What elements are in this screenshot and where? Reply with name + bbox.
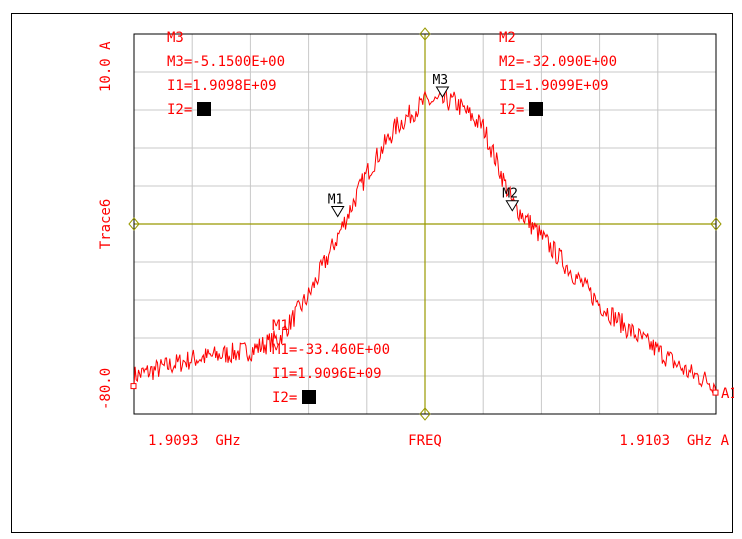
plot-border xyxy=(133,33,717,415)
marker-label-m2: M2 xyxy=(502,187,518,202)
trace-start-marker xyxy=(130,383,137,390)
readout-m2-i2-box xyxy=(529,102,543,116)
bottom-center-tick xyxy=(419,407,431,421)
x-axis-right-label: 1.9103 GHz A xyxy=(619,433,729,449)
readout-m2-line-0: M2 xyxy=(499,30,516,46)
marker-layer: M1 M1 M1=-33.460E+00 I1=1.9096E+09 I2= M2 M2 M2… xyxy=(167,30,617,406)
readout-m2-line-2: I1=1.9099E+09 xyxy=(499,78,609,94)
left-center-tick xyxy=(128,217,140,231)
top-center-tick xyxy=(419,27,431,41)
trace-line xyxy=(133,90,717,395)
readout-m1-line-2: I1=1.9096E+09 xyxy=(272,366,382,382)
marker-label-m1: M1 xyxy=(328,192,344,207)
readout-m3-line-1: M3=-5.1500E+00 xyxy=(167,54,285,70)
label-layer: Trace6 10.0 A -80.0 1.9093 GHz FREQ 1.91… xyxy=(98,41,734,449)
y-axis-label: Trace6 xyxy=(98,199,114,250)
readout-m2-line-1: M2=-32.090E+00 xyxy=(499,54,617,70)
readout-m1-line-3: I2= xyxy=(272,390,297,406)
readout-m2-line-3: I2= xyxy=(499,102,524,118)
trace-layer xyxy=(130,90,719,396)
readout-m3-line-0: M3 xyxy=(167,30,184,46)
marker-triangle-m3 xyxy=(435,86,450,98)
marker-label-m3: M3 xyxy=(432,73,448,88)
readout-m3-i2-box xyxy=(197,102,211,116)
x-axis-left-label: 1.9093 GHz xyxy=(148,433,241,449)
y-axis-bottom-label: -80.0 xyxy=(98,368,114,410)
chart-frame: M1 M1 M1=-33.460E+00 I1=1.9096E+09 I2= M2 M2 M2… xyxy=(11,13,734,533)
x-axis-center-label: FREQ xyxy=(408,433,442,449)
marker-triangle-m1 xyxy=(330,205,345,218)
readout-m1-line-1: M1=-33.460E+00 xyxy=(272,342,390,358)
analyzer-plot: M1 M1 M1=-33.460E+00 I1=1.9096E+09 I2= M2 M2 M2… xyxy=(98,27,734,449)
grid xyxy=(128,27,722,421)
readout-m1-i2-box xyxy=(302,390,316,404)
readout-m1-line-0: M1 xyxy=(272,318,289,334)
y-axis-top-label: 10.0 A xyxy=(98,41,114,92)
trace-end-label: A1 xyxy=(721,386,734,402)
marker-triangle-m2 xyxy=(505,200,520,212)
readout-m3-line-2: I1=1.9098E+09 xyxy=(167,78,277,94)
readout-m3-line-3: I2= xyxy=(167,102,192,118)
trace-end-marker xyxy=(712,389,719,396)
right-center-tick xyxy=(710,217,722,231)
